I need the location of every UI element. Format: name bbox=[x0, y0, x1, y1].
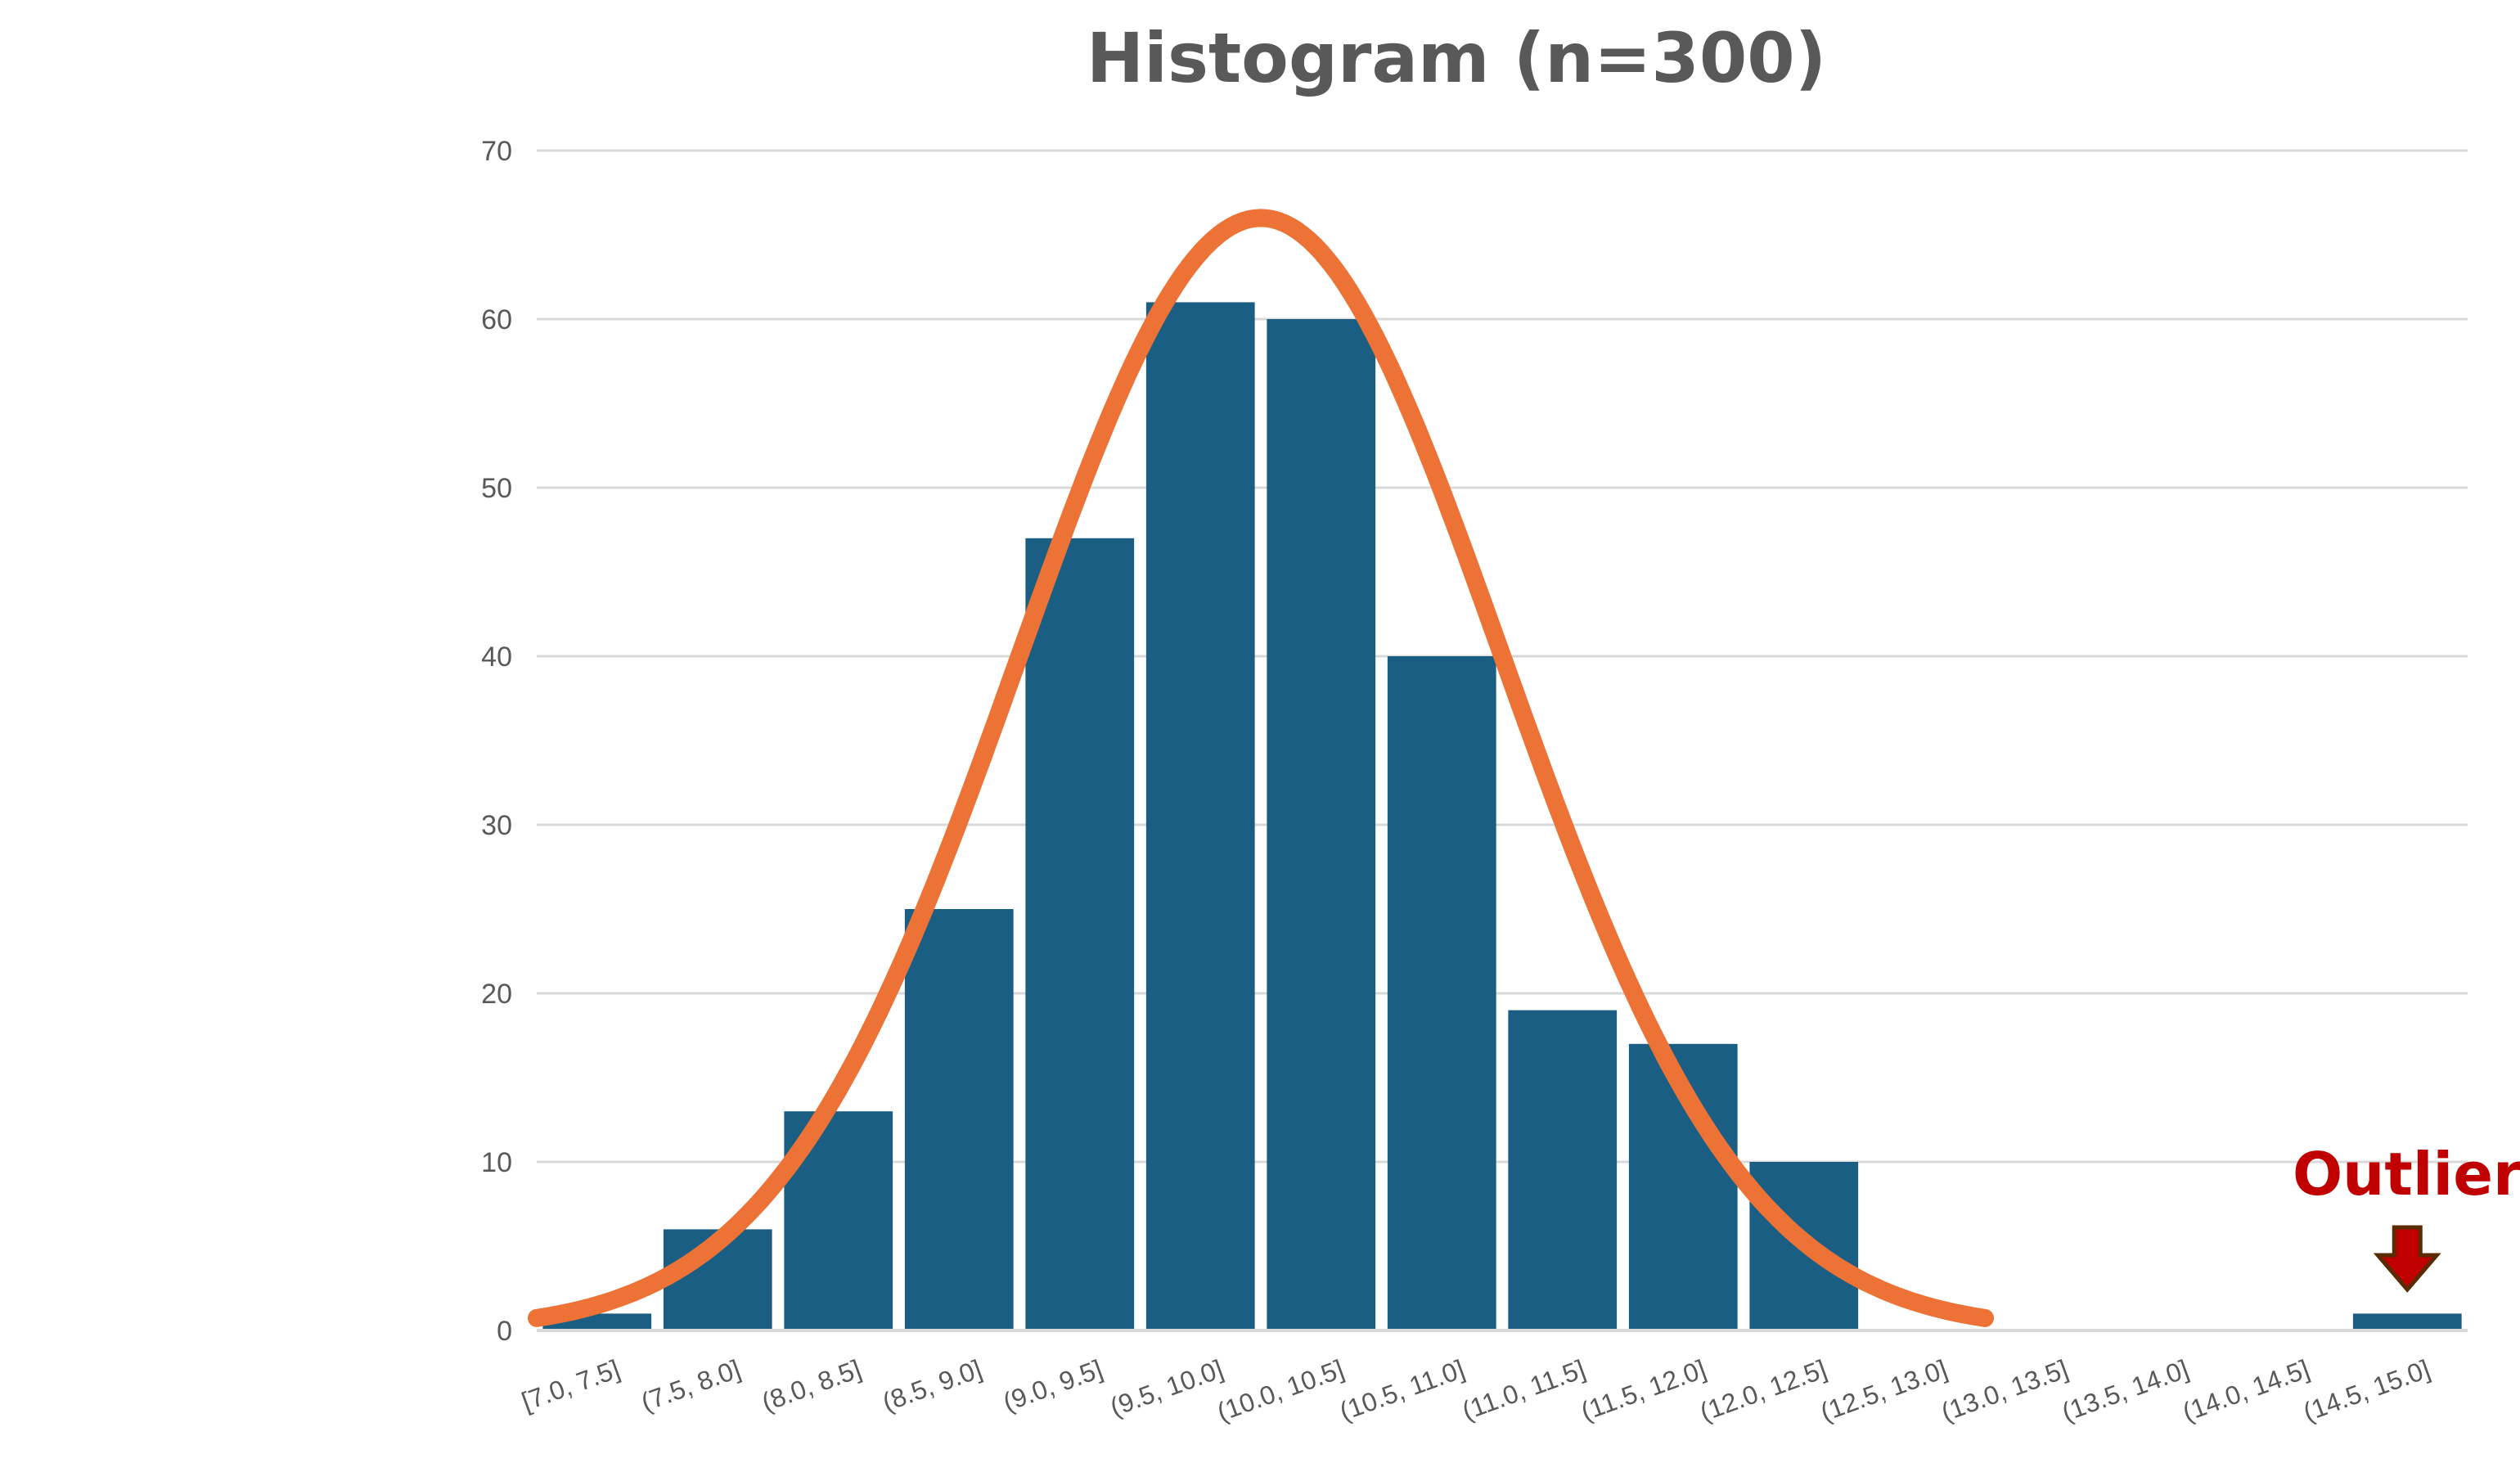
outlier-arrow-icon bbox=[2373, 1225, 2441, 1293]
x-tick-label: (7.5, 8.0] bbox=[637, 1354, 745, 1417]
x-tick-label: (10.0, 10.5] bbox=[1213, 1354, 1348, 1427]
bar bbox=[1387, 656, 1496, 1330]
y-tick-label: 50 bbox=[481, 473, 512, 504]
x-tick-label: (13.5, 14.0] bbox=[2058, 1354, 2192, 1427]
bar bbox=[1508, 1010, 1618, 1330]
normal-fit-curve bbox=[528, 209, 1994, 1327]
x-tick-label: (14.5, 15.0] bbox=[2299, 1354, 2433, 1427]
x-tick-label: (8.0, 8.5] bbox=[758, 1354, 865, 1417]
bar bbox=[2352, 1313, 2462, 1330]
gridlines bbox=[537, 149, 2468, 1164]
y-tick-label: 40 bbox=[481, 641, 512, 673]
x-tick-label: (12.5, 13.0] bbox=[1816, 1354, 1951, 1427]
outlier-annotation: Outlier bbox=[2293, 1140, 2520, 1293]
x-tick-label: (8.5, 9.0] bbox=[879, 1354, 986, 1417]
outlier-label: Outlier bbox=[2293, 1140, 2520, 1209]
x-tick-label: (12.0, 12.5] bbox=[1696, 1354, 1830, 1427]
x-tick-label: (9.0, 9.5] bbox=[999, 1354, 1106, 1417]
bar bbox=[1145, 302, 1255, 1330]
x-tick-label: [7.0, 7.5] bbox=[518, 1354, 623, 1416]
y-tick-label: 10 bbox=[481, 1147, 512, 1178]
y-axis-ticks: 0 10 20 30 40 50 60 70 bbox=[481, 136, 512, 1347]
x-axis-ticks: [7.0, 7.5] (7.5, 8.0] (8.0, 8.5] (8.5, 9.0]… bbox=[518, 1354, 2434, 1427]
y-tick-label: 70 bbox=[481, 136, 512, 167]
bars bbox=[542, 302, 2462, 1330]
x-tick-label: (11.0, 11.5] bbox=[1458, 1354, 1589, 1426]
x-tick-label: (11.5, 12.0] bbox=[1577, 1354, 1709, 1426]
bar bbox=[1267, 319, 1376, 1330]
x-tick-label: (14.0, 14.5] bbox=[2179, 1354, 2313, 1427]
x-tick-label: (9.5, 10.0] bbox=[1106, 1354, 1227, 1422]
x-tick-label: (10.5, 11.0] bbox=[1335, 1354, 1468, 1426]
x-tick-label: (13.0, 13.5] bbox=[1937, 1354, 2072, 1427]
bar bbox=[1025, 538, 1135, 1330]
bar bbox=[904, 909, 1014, 1330]
y-tick-label: 30 bbox=[481, 810, 512, 841]
y-tick-label: 60 bbox=[481, 304, 512, 335]
y-tick-label: 0 bbox=[497, 1316, 512, 1347]
y-tick-label: 20 bbox=[481, 979, 512, 1010]
chart-title: Histogram (n=300) bbox=[1087, 18, 1826, 98]
